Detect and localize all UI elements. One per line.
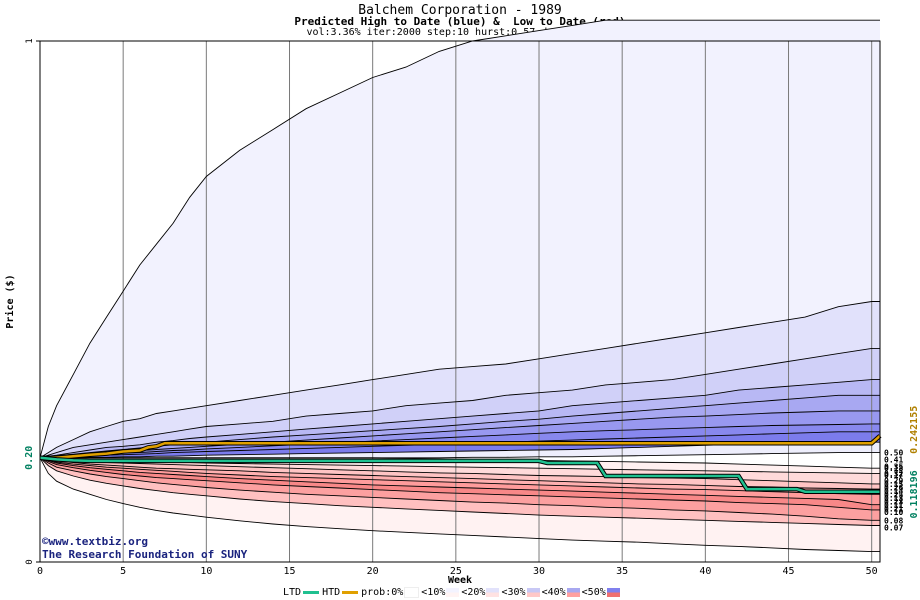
y-tick-label-1: 1 <box>25 38 35 43</box>
legend-band-0-swatch <box>404 587 420 598</box>
axes <box>36 40 881 563</box>
low-band-q90-q99 <box>40 457 880 552</box>
high-band-q20-q10 <box>40 442 880 458</box>
x-tick-label-5: 5 <box>120 566 126 577</box>
right-label-low-8: 0.07 <box>884 523 903 532</box>
low-band-q80-q90 <box>40 457 880 526</box>
tick-labels: 0 5 10 15 20 25 30 35 40 45 50 Week Price ($) 0 1 0.20 0… <box>4 38 920 586</box>
legend-band-2: <20% <box>461 587 486 598</box>
right-label-high-5: 0.26 <box>884 484 903 493</box>
x-tick-label-15: 15 <box>283 566 295 577</box>
legend-band-5-swatch <box>606 588 620 597</box>
right-label-high-7: 0.23 <box>884 498 903 507</box>
y-axis-label: Price ($) <box>4 274 16 328</box>
probability-bands <box>40 20 880 562</box>
low-line-q70 <box>39 457 880 511</box>
right-label-low-1: 0.17 <box>884 471 903 480</box>
low-line-q80 <box>39 457 880 521</box>
y-marker-label: 0.20 <box>24 446 35 470</box>
legend-band-1: <10% <box>421 587 446 598</box>
x-tick-label-45: 45 <box>782 566 794 577</box>
legend-band-2-swatch <box>486 588 500 597</box>
right-label-high-8: 0.21 <box>884 505 903 514</box>
credit-organization: The Research Foundation of SUNY <box>42 548 248 561</box>
low-line-q50 <box>39 457 880 495</box>
x-tick-label-25: 25 <box>450 566 462 577</box>
credit-block: ©www.textbiz.org The Research Foundation… <box>42 535 247 561</box>
right-label-low-6: 0.10 <box>884 508 903 517</box>
right-label-low-7: 0.08 <box>884 516 903 525</box>
low-line-q60 <box>39 457 880 506</box>
high-line-q70 <box>39 379 880 459</box>
high-band-q50-q40 <box>40 410 880 458</box>
legend-band-1-swatch <box>446 588 460 597</box>
x-tick-label-35: 35 <box>616 566 628 577</box>
low-line-q10 <box>40 457 880 469</box>
x-tick-label-10: 10 <box>200 566 212 577</box>
legend-band-3-swatch <box>526 588 540 597</box>
legend-htd-swatch <box>342 591 359 594</box>
low-band-q70-q80 <box>40 457 880 521</box>
high-band-q40-q30 <box>40 423 880 458</box>
credit-url: ©www.textbiz.org <box>42 535 148 548</box>
low-line-q99 <box>39 457 880 553</box>
x-axis-label: Week <box>448 575 472 586</box>
low-band-q40-q50 <box>40 457 880 495</box>
htd-ltd-paths <box>39 434 882 494</box>
high-line-q60 <box>39 394 880 459</box>
right-label-high-1: 0.41 <box>884 456 903 465</box>
legend-band-5: <50% <box>581 587 606 598</box>
right-label-low-4: 0.13 <box>884 494 903 503</box>
chart-title: Balchem Corporation - 1989 <box>358 3 562 18</box>
right-label-low-3: 0.14 <box>884 487 903 496</box>
legend: LTD HTD prob: 0% <10% <20% <30% <40% <50… <box>283 587 622 598</box>
high-line-q99 <box>39 19 880 458</box>
plot-frame <box>39 40 881 563</box>
low-band-q50-q60 <box>40 457 880 505</box>
legend-ltd-label: LTD <box>283 587 302 598</box>
right-label-high-3: 0.32 <box>884 470 903 479</box>
low-band-q60-q70 <box>40 457 880 510</box>
htd-path <box>40 434 881 460</box>
y-tick-label-0: 0 <box>25 559 35 564</box>
legend-ltd-swatch <box>303 591 320 594</box>
x-tick-label-20: 20 <box>367 566 379 577</box>
high-band-q80-q70 <box>40 348 880 458</box>
ltd-value-label: 0.118196 <box>909 470 920 518</box>
x-tick-label-40: 40 <box>699 566 711 577</box>
legend-band-3: <30% <box>501 587 526 598</box>
right-label-low-2: 0.15 <box>884 480 903 489</box>
high-band-q70-q60 <box>40 379 880 458</box>
x-tick-label-50: 50 <box>866 566 878 577</box>
legend-band-4: <40% <box>541 587 566 598</box>
right-label-high-6: 0.25 <box>884 491 903 500</box>
high-line-q80 <box>39 347 880 459</box>
legend-htd-label: HTD <box>322 587 341 598</box>
low-line-q40 <box>39 457 880 490</box>
htd-value-label: 0.242155 <box>909 406 920 454</box>
legend-band-4-swatch <box>566 588 580 597</box>
x-tick-label-0: 0 <box>37 566 43 577</box>
right-label-high-4: 0.29 <box>884 477 903 486</box>
x-tick-label-30: 30 <box>533 566 545 577</box>
high-line-q90 <box>39 301 880 459</box>
legend-prob-label: prob: <box>361 587 392 598</box>
high-band-q99-q90 <box>40 20 880 458</box>
right-label-high-2: 0.35 <box>884 463 903 472</box>
ltd-path <box>39 456 880 493</box>
low-line-q90 <box>39 457 880 526</box>
right-label-high-0: 0.50 <box>884 449 903 458</box>
legend-band-0: 0% <box>391 587 404 598</box>
high-band-q90-q80 <box>40 301 880 458</box>
right-label-low-5: 0.11 <box>884 501 903 510</box>
right-label-low-0: 0.18 <box>884 464 903 473</box>
